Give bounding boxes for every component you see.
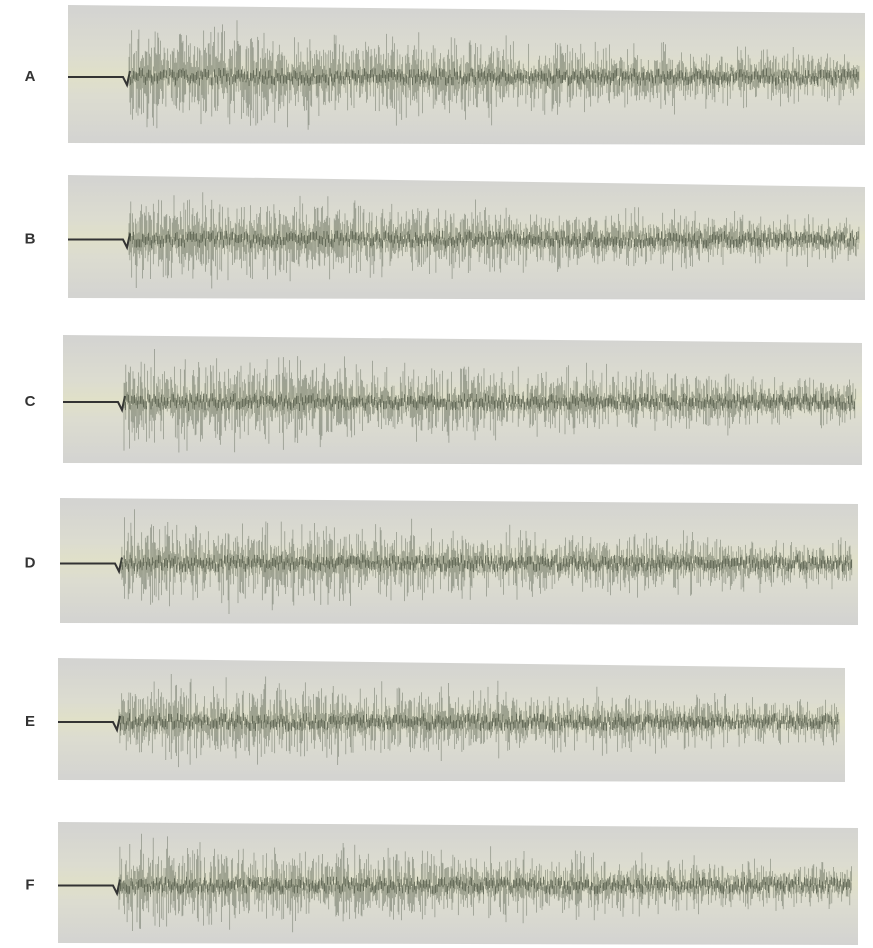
baseline — [68, 233, 131, 251]
trace-panel — [68, 5, 865, 145]
panel-label: D — [25, 554, 36, 571]
trace-core — [128, 68, 859, 86]
trace-core — [118, 876, 852, 895]
panel-background — [58, 658, 845, 782]
panel-label: A — [25, 68, 36, 85]
trace-core — [118, 713, 838, 731]
trace-panel — [68, 175, 865, 300]
trace-core — [120, 554, 852, 573]
panel-label: E — [25, 713, 35, 730]
panel-label: C — [25, 393, 36, 410]
trace-panel — [58, 822, 858, 945]
trace-core — [128, 230, 859, 249]
trace-panel — [58, 658, 845, 782]
panel-label: F — [25, 876, 34, 893]
trace-panel — [60, 498, 858, 625]
trace-core — [123, 393, 855, 411]
trace — [128, 20, 860, 130]
trace-panel — [63, 335, 862, 465]
panel-label: B — [25, 230, 36, 247]
